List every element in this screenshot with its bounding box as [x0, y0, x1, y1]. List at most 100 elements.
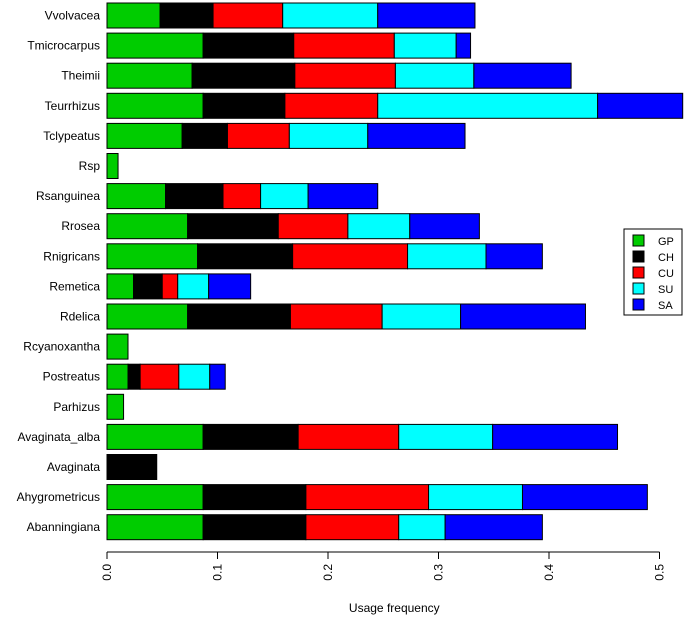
bar-rcyanoxantha-gp	[106, 333, 129, 360]
bar-rrosea-ch	[187, 213, 279, 240]
category-label-abanningiana: Abanningiana	[27, 520, 101, 534]
bar-teurrhizus-cu	[284, 92, 379, 119]
x-tick-label-5: 0.5	[653, 564, 667, 581]
bar-vvolvacea-ch	[159, 2, 214, 29]
bar-remetica-su	[177, 273, 210, 300]
bar-teurrhizus-sa	[597, 92, 684, 119]
category-label-theimii: Theimii	[61, 69, 100, 83]
category-label-rcyanoxantha: Rcyanoxantha	[23, 340, 100, 354]
category-label-ahygrometricus: Ahygrometricus	[17, 490, 100, 504]
bar-tclypeatus-sa	[367, 122, 466, 149]
bar-rdelica-cu	[289, 303, 383, 330]
category-label-rrosea: Rrosea	[61, 219, 100, 233]
bar-rnigricans-sa	[485, 243, 543, 270]
bar-remetica-sa	[208, 273, 252, 300]
bar-vvolvacea-sa	[377, 2, 476, 29]
x-tick-label-4: 0.4	[542, 564, 556, 581]
bar-avaginata-alba-cu	[297, 423, 400, 450]
category-label-rdelica: Rdelica	[60, 310, 100, 324]
bar-avaginata-alba-su	[398, 423, 494, 450]
bar-ahygrometricus-sa	[521, 484, 648, 511]
bar-teurrhizus-ch	[202, 92, 286, 119]
category-label-parhizus: Parhizus	[53, 400, 100, 414]
category-label-rsp: Rsp	[79, 159, 101, 173]
bar-ahygrometricus-gp	[106, 484, 204, 511]
bar-rsanguinea-su	[260, 183, 309, 210]
bar-tmicrocarpus-su	[393, 32, 457, 59]
category-label-tmicrocarpus: Tmicrocarpus	[27, 39, 100, 53]
bar-postreatus-cu	[139, 363, 180, 390]
legend-swatch-ch	[632, 250, 645, 263]
bar-rnigricans-ch	[197, 243, 294, 270]
x-tick-label-3: 0.3	[432, 564, 446, 581]
bar-avaginata-ch	[106, 454, 158, 480]
category-label-teurrhizus: Teurrhizus	[45, 99, 100, 113]
bar-theimii-sa	[473, 62, 572, 89]
bar-parhizus-gp	[106, 393, 125, 420]
bar-theimii-gp	[106, 62, 193, 89]
bar-theimii-su	[394, 62, 475, 89]
legend-label-su: SU	[658, 284, 673, 296]
bar-rnigricans-cu	[292, 243, 409, 270]
bar-tclypeatus-ch	[181, 122, 228, 149]
bar-abanningiana-gp	[106, 514, 204, 541]
category-label-rnigricans: Rnigricans	[43, 249, 100, 263]
bar-postreatus-sa	[209, 363, 226, 390]
legend-label-ch: CH	[658, 252, 674, 264]
bar-rdelica-gp	[106, 303, 189, 330]
category-label-avaginata-alba: Avaginata_alba	[17, 430, 100, 444]
bar-tclypeatus-gp	[106, 122, 183, 149]
bars-group	[106, 2, 684, 541]
category-label-rsanguinea: Rsanguinea	[36, 189, 100, 203]
legend-label-cu: CU	[658, 268, 674, 280]
bar-tclypeatus-cu	[226, 122, 290, 149]
bar-rsanguinea-gp	[106, 183, 167, 210]
legend-swatch-gp	[632, 234, 645, 247]
bar-rrosea-gp	[106, 213, 189, 240]
bar-rsanguinea-sa	[307, 183, 379, 210]
bar-remetica-ch	[133, 273, 163, 300]
bar-rdelica-ch	[187, 303, 291, 330]
bar-rrosea-sa	[409, 213, 480, 240]
category-label-vvolvacea: Vvolvacea	[45, 9, 101, 23]
bar-rdelica-su	[381, 303, 462, 330]
bar-abanningiana-cu	[305, 514, 400, 541]
legend-label-gp: GP	[658, 236, 674, 248]
bar-teurrhizus-gp	[106, 92, 204, 119]
bar-postreatus-ch	[127, 363, 141, 390]
bar-abanningiana-su	[398, 514, 446, 541]
bar-avaginata-alba-gp	[106, 423, 204, 450]
bar-abanningiana-sa	[444, 514, 543, 541]
x-tick-label-1: 0.1	[211, 564, 225, 581]
x-tick-label-0: 0.0	[100, 564, 114, 581]
bar-remetica-gp	[106, 273, 135, 300]
bar-rnigricans-gp	[106, 243, 199, 270]
legend-label-sa: SA	[658, 300, 673, 312]
bar-postreatus-su	[178, 363, 211, 390]
bar-rsanguinea-ch	[165, 183, 224, 210]
bar-avaginata-alba-sa	[492, 423, 619, 450]
bar-rdelica-sa	[460, 303, 586, 330]
bar-rnigricans-su	[407, 243, 487, 270]
bar-tmicrocarpus-cu	[293, 32, 395, 59]
legend-swatch-su	[632, 282, 645, 295]
legend-swatch-sa	[632, 298, 645, 311]
bar-rsanguinea-cu	[222, 183, 262, 210]
bar-vvolvacea-cu	[212, 2, 284, 29]
legend: GP CH CU SU SA	[623, 228, 683, 316]
bar-avaginata-alba-ch	[202, 423, 299, 450]
category-label-postreatus: Postreatus	[43, 370, 100, 384]
x-tick-label-2: 0.2	[321, 564, 335, 581]
category-label-remetica: Remetica	[49, 279, 100, 293]
bar-rrosea-su	[347, 213, 411, 240]
bar-tmicrocarpus-ch	[202, 32, 295, 59]
bar-tmicrocarpus-sa	[455, 32, 472, 59]
bar-vvolvacea-gp	[106, 2, 161, 29]
bar-abanningiana-ch	[202, 514, 307, 541]
bar-remetica-cu	[161, 273, 179, 300]
bar-ahygrometricus-su	[428, 484, 523, 511]
bar-theimii-cu	[294, 62, 396, 89]
bar-vvolvacea-su	[282, 2, 379, 29]
bar-postreatus-gp	[106, 363, 129, 390]
